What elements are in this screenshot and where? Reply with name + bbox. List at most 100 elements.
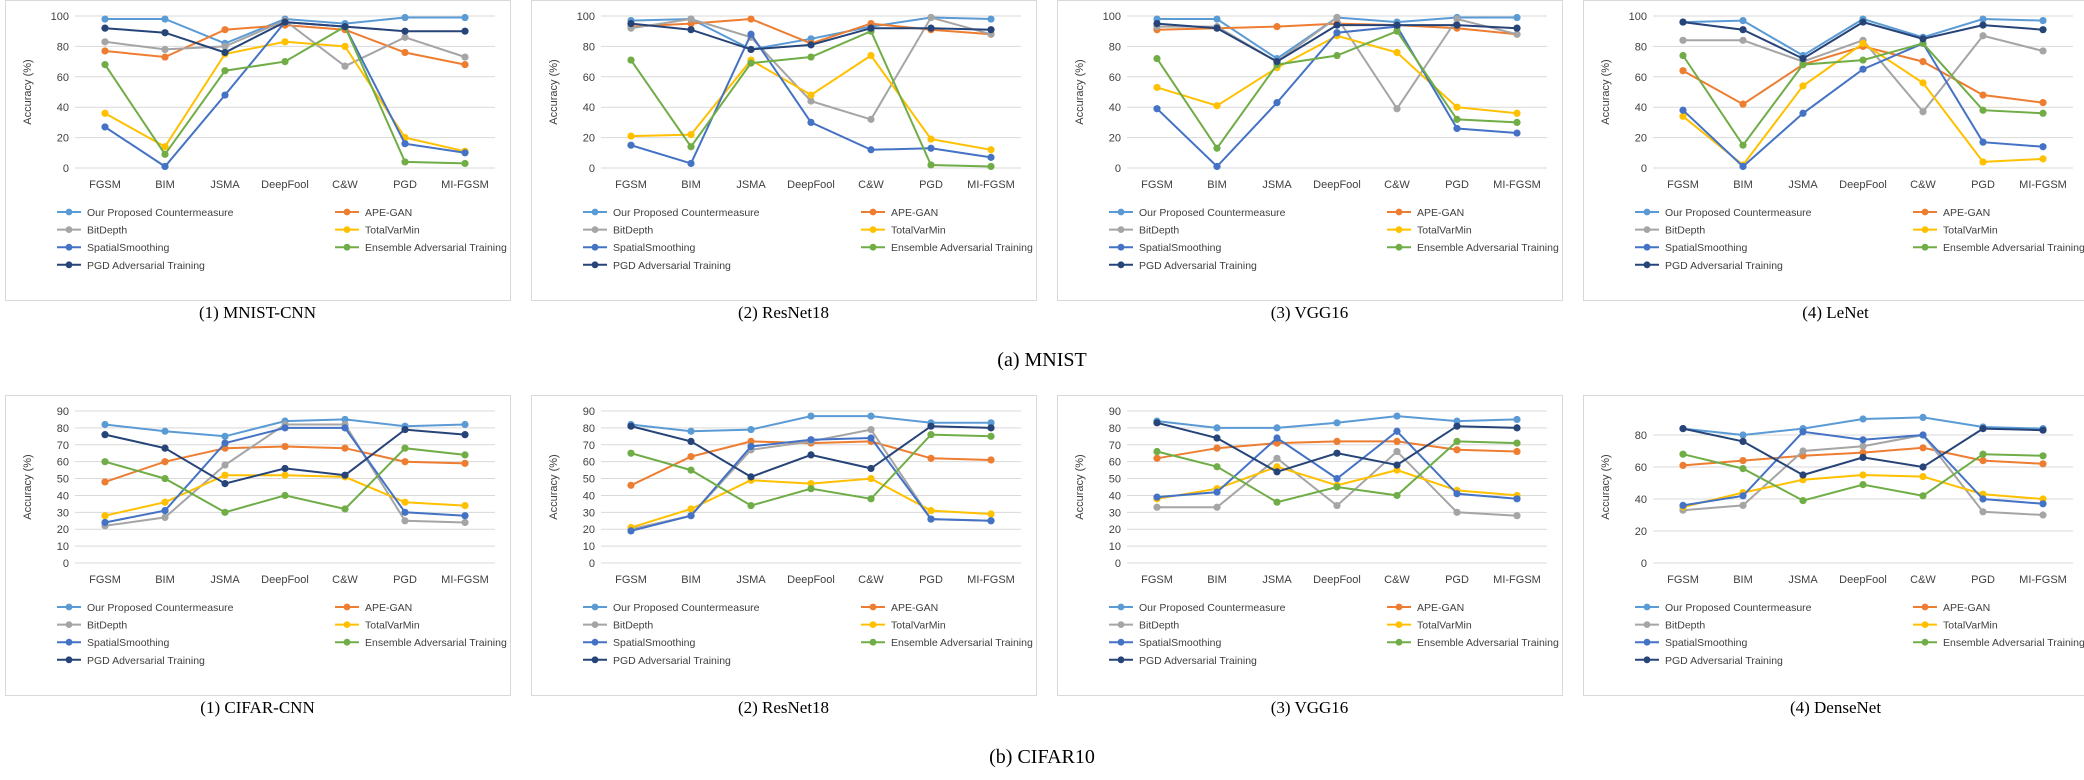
y-tick-label: 40 (1109, 102, 1121, 114)
x-tick-label: FGSM (615, 179, 647, 191)
data-point (1919, 79, 1927, 87)
data-point (401, 498, 409, 506)
data-point (1739, 457, 1747, 465)
data-point (927, 454, 935, 462)
data-point (1513, 118, 1521, 126)
data-point (281, 18, 289, 26)
data-point (807, 53, 815, 61)
data-point (281, 471, 289, 479)
y-tick-label: 70 (583, 440, 595, 452)
data-point (867, 146, 875, 154)
data-point (1859, 18, 1867, 26)
data-point (1979, 457, 1987, 465)
data-point (461, 431, 469, 439)
legend-label: PGD Adversarial Training (1665, 655, 1783, 667)
data-point (1979, 450, 1987, 458)
data-point (1333, 437, 1341, 445)
chart-frame (5, 0, 511, 301)
legend-marker (1643, 208, 1651, 216)
x-tick-label: JSMA (1788, 574, 1818, 586)
data-point (1799, 61, 1807, 69)
data-point (627, 132, 635, 140)
legend-entry: BitDepth (57, 225, 127, 237)
data-point (1739, 465, 1747, 473)
legend-label: PGD Adversarial Training (613, 260, 731, 272)
data-point (1453, 15, 1461, 23)
data-point (401, 444, 409, 452)
panel-caption: (4) DenseNet (1790, 698, 1881, 717)
data-point (2039, 26, 2047, 34)
data-point (867, 464, 875, 473)
x-tick-label: JSMA (1788, 179, 1818, 191)
legend-marker (65, 656, 73, 664)
data-point (101, 518, 109, 527)
data-point (747, 473, 755, 481)
data-point (627, 56, 635, 64)
data-point (1513, 447, 1521, 456)
y-tick-label: 20 (583, 133, 595, 145)
data-point (1273, 463, 1281, 471)
legend-label: BitDepth (1139, 620, 1179, 632)
data-point (401, 158, 409, 166)
legend-label: SpatialSmoothing (1665, 637, 1747, 649)
x-tick-label: MI-FGSM (967, 574, 1015, 586)
data-point (987, 146, 995, 154)
legend-label: PGD Adversarial Training (1139, 260, 1257, 272)
y-tick-label: 20 (1635, 526, 1647, 538)
data-point (2039, 99, 2047, 107)
data-point (1979, 21, 1987, 29)
legend-marker (1643, 656, 1651, 664)
legend-entry: SpatialSmoothing (1109, 242, 1221, 254)
data-point (1393, 447, 1401, 456)
legend-marker (869, 621, 877, 628)
data-point (1273, 498, 1281, 506)
y-tick-label: 100 (1629, 11, 1647, 23)
legend-marker (1921, 603, 1929, 611)
data-point (1859, 453, 1867, 461)
data-point (2039, 500, 2047, 508)
data-point (221, 42, 229, 51)
data-point (1453, 446, 1461, 454)
data-point (281, 424, 289, 432)
legend-label: Ensemble Adversarial Training (1417, 242, 1559, 254)
data-point (1273, 439, 1281, 447)
data-point (101, 478, 109, 486)
legend-entry: Our Proposed Countermeasure (583, 602, 760, 614)
panel-caption: (1) MNIST-CNN (199, 303, 316, 322)
data-point (1213, 162, 1221, 171)
data-point (627, 449, 635, 457)
data-point (221, 508, 229, 516)
data-point (867, 51, 875, 60)
data-point (927, 24, 935, 32)
x-tick-label: FGSM (89, 574, 121, 586)
data-point (987, 419, 995, 427)
legend-marker (1921, 226, 1929, 234)
legend-entry: SpatialSmoothing (1109, 637, 1221, 649)
data-point (747, 15, 755, 23)
group-caption-mnist: (a) MNIST (997, 349, 1086, 371)
legend-label: TotalVarMin (365, 620, 420, 632)
x-tick-label: MI-FGSM (1493, 179, 1541, 191)
legend-marker (1117, 226, 1125, 234)
legend-entry: PGD Adversarial Training (57, 655, 205, 667)
data-point (687, 453, 695, 461)
data-point (927, 422, 935, 430)
data-point (2039, 16, 2047, 25)
data-point (1979, 508, 1987, 516)
legend-marker (1117, 261, 1125, 269)
x-tick-label: MI-FGSM (441, 574, 489, 586)
legend-marker (1117, 621, 1125, 628)
legend-entry: SpatialSmoothing (1635, 637, 1747, 649)
data-point (461, 451, 469, 459)
data-point (687, 512, 695, 520)
legend-entry: APE-GAN (1913, 207, 1990, 219)
y-tick-label: 60 (583, 72, 595, 84)
data-point (687, 427, 695, 435)
data-point (161, 474, 169, 483)
data-point (1273, 434, 1281, 442)
data-point (1213, 15, 1221, 23)
data-point (1979, 91, 1987, 99)
legend-entry: Ensemble Adversarial Training (1913, 637, 2084, 649)
legend-label: APE-GAN (891, 602, 938, 614)
data-point (807, 480, 815, 488)
